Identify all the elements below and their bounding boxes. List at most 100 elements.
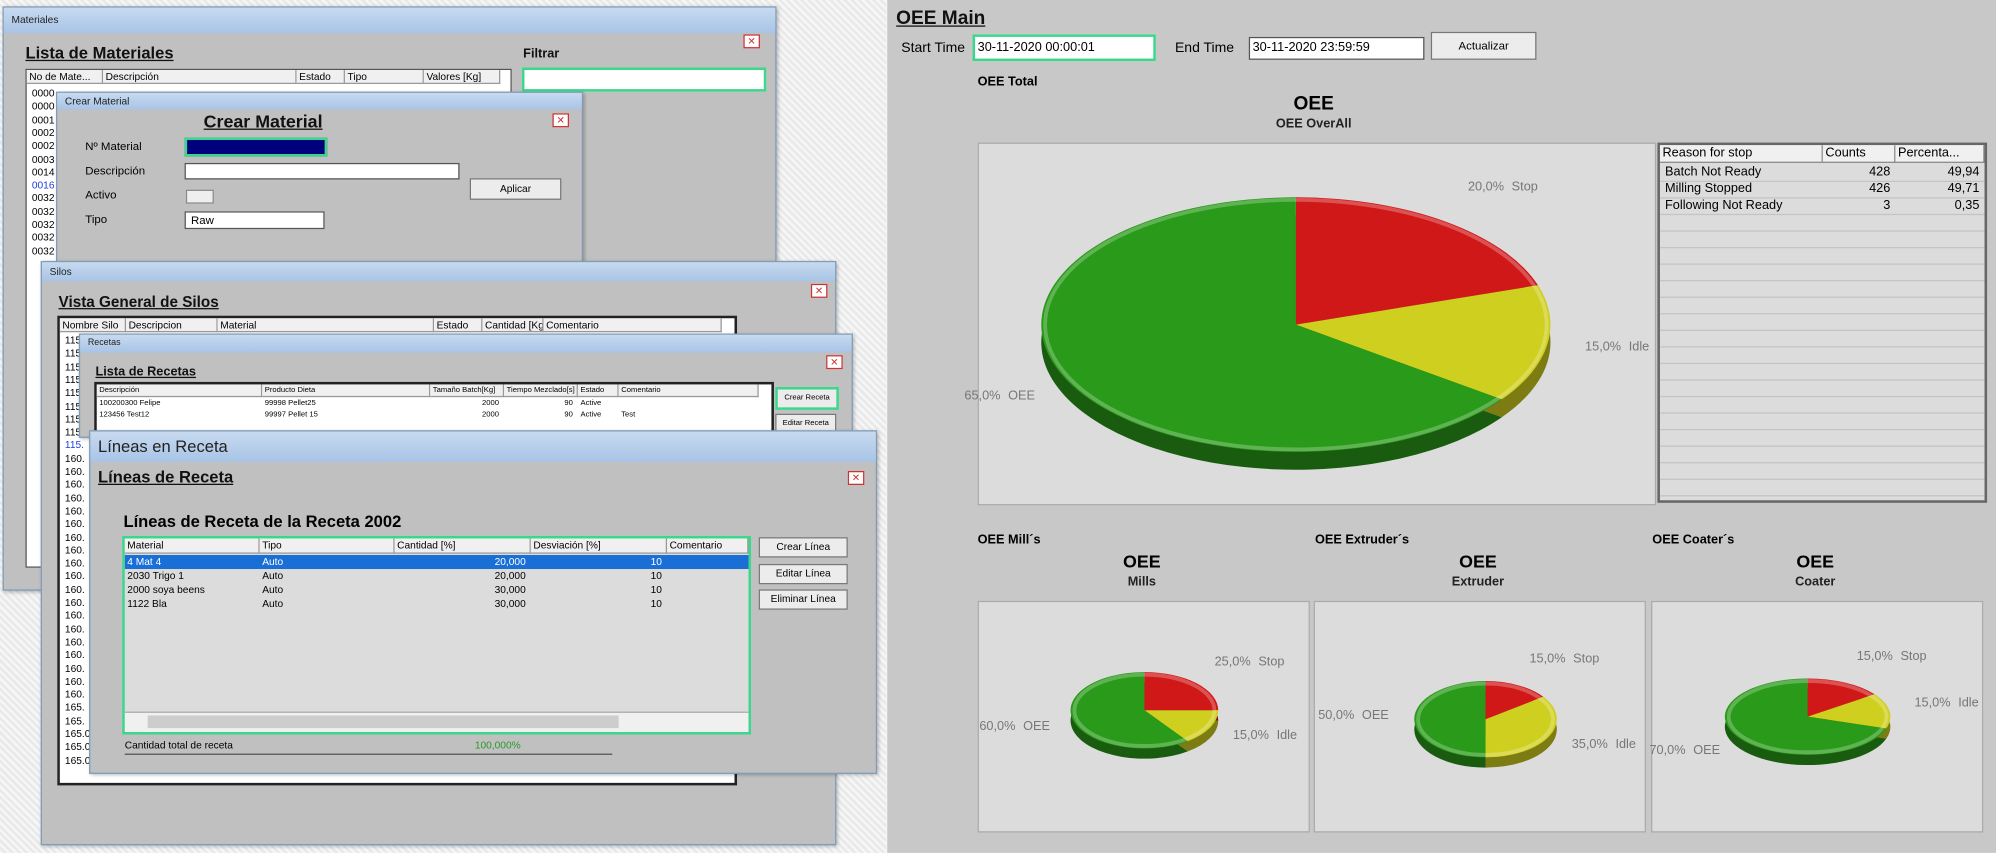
row-code: 160.: [64, 583, 85, 596]
close-button[interactable]: ✕: [743, 34, 760, 49]
row-code: 160.: [64, 649, 85, 661]
table-cell: 0,35: [1954, 198, 1980, 213]
table-cell: Active: [580, 411, 602, 419]
editar-linea-button[interactable]: Editar Línea: [758, 563, 848, 585]
row-line: [1659, 329, 1985, 331]
table-cell: Active: [580, 399, 602, 408]
column-header: Descripcion: [126, 318, 218, 333]
row-line: [1659, 246, 1985, 249]
row-code: 160.: [64, 597, 85, 609]
section-label: OEE Extruder´s: [1314, 533, 1410, 548]
column-header: Material: [124, 538, 260, 554]
row-code: 160.: [64, 610, 85, 622]
table-cell: 100200300 Felipe: [99, 399, 161, 408]
heading: Líneas de Receta: [98, 467, 234, 487]
column-header: Estado: [577, 384, 619, 398]
chart-frame: [977, 600, 1310, 833]
table-cell: 10: [650, 584, 662, 596]
column-header: Material: [217, 318, 435, 333]
row-code: 0000: [31, 87, 55, 100]
column-header: Estado: [434, 318, 483, 333]
active-toggle[interactable]: [185, 189, 214, 204]
column-header: Tamaño Batch[Kg]: [430, 384, 505, 398]
column-header: Desviación [%]: [530, 538, 668, 554]
title-bar: Crear Material: [57, 92, 582, 110]
column-header: Comentario: [543, 318, 722, 333]
row-line: [1659, 495, 1985, 497]
row-line: [1659, 379, 1985, 381]
close-button[interactable]: ✕: [810, 283, 828, 298]
table-cell: 49,94: [1947, 165, 1980, 180]
chart-frame: [1651, 600, 1984, 833]
column-header: Counts: [1822, 145, 1896, 163]
row-code: 115.: [64, 400, 84, 412]
row-code: 115.: [64, 374, 84, 386]
crear-linea-button[interactable]: Crear Línea: [758, 537, 848, 558]
separator: [124, 753, 613, 755]
row-code: 160.: [64, 531, 85, 543]
table-cell: Test: [621, 411, 636, 419]
actualizar-button[interactable]: Actualizar: [1430, 31, 1537, 60]
row-code: 115.: [64, 347, 84, 360]
apply-button[interactable]: Aplicar: [469, 178, 562, 200]
eliminar-linea-button[interactable]: Eliminar Línea: [758, 589, 848, 610]
row-code: 115.: [64, 361, 84, 373]
table-cell: 20,000: [494, 556, 526, 568]
column-header: No de Mate...: [26, 70, 104, 85]
row-code: 0032: [31, 218, 55, 231]
table-cell: 49,71: [1947, 182, 1980, 197]
column-header: Estado: [296, 70, 345, 85]
filter-combo[interactable]: [521, 67, 767, 92]
material-input[interactable]: [184, 137, 328, 157]
row-code: 115.: [64, 413, 84, 425]
row-code: 165.0: [64, 741, 91, 753]
row-code: 160.: [64, 688, 85, 701]
row-line: [1659, 395, 1985, 398]
end-combo[interactable]: 30-11-2020 23:59:59: [1248, 36, 1425, 60]
row-code: 160.: [64, 465, 85, 478]
column-header: Producto Dieta: [262, 384, 431, 398]
table-cell: 1122 Bla: [127, 598, 167, 610]
table-cell: Milling Stopped: [1665, 182, 1753, 197]
heading: Crear Material: [203, 110, 323, 132]
column-header: Valores [Kg]: [423, 70, 501, 85]
section-label: OEE Total: [977, 75, 1038, 90]
description-input[interactable]: [184, 162, 460, 180]
tipo-combo[interactable]: Raw: [184, 211, 325, 230]
lineas-table: Material Tipo Cantidad [%] Desviación [%] Co…: [122, 535, 752, 735]
table-cell: 3: [1883, 198, 1891, 213]
row-code: 115.: [64, 426, 84, 439]
column-header: Nombre Silo: [59, 318, 127, 333]
section-label: OEE Coater´s: [1652, 533, 1735, 548]
column-header: Comentario: [618, 384, 759, 398]
table-cell: 99997 Pellet 15: [264, 411, 318, 419]
end-label: End Time: [1174, 40, 1235, 57]
total-label: Cantidad total de receta: [124, 739, 233, 752]
column-header: Tiempo Mezclado[s]: [504, 384, 578, 398]
row-code: 0032: [31, 205, 55, 218]
total-value: 100,000%: [474, 739, 521, 752]
close-button[interactable]: ✕: [847, 470, 865, 485]
row-code: 0002: [31, 140, 55, 152]
row-code: 160.: [64, 518, 85, 530]
close-button[interactable]: ✕: [826, 355, 843, 370]
field-label: Nº Material: [85, 140, 142, 153]
column-header: Descripción: [96, 384, 263, 398]
row-code: 0032: [31, 232, 55, 244]
close-button[interactable]: ✕: [552, 113, 570, 128]
table-cell: Auto: [262, 570, 284, 582]
field-label: Descripción: [85, 164, 146, 177]
row-code: 160.: [64, 623, 85, 635]
row-code: 160.: [64, 492, 85, 504]
row-line: [1659, 478, 1985, 480]
table-cell: 123456 Test12: [99, 411, 150, 419]
table-cell: 2030 Trigo 1: [127, 570, 184, 582]
crear-receta-button[interactable]: Crear Receta: [775, 386, 839, 410]
row-code: 0032: [31, 245, 55, 257]
scroll-thumb: [147, 715, 619, 729]
row-code: 160.: [64, 662, 85, 675]
start-combo[interactable]: 30-11-2020 00:00:01: [972, 34, 1156, 62]
row-line: [1659, 280, 1985, 282]
column-header: Cantidad [Kg]: [482, 318, 544, 333]
row-line: [1659, 346, 1985, 348]
